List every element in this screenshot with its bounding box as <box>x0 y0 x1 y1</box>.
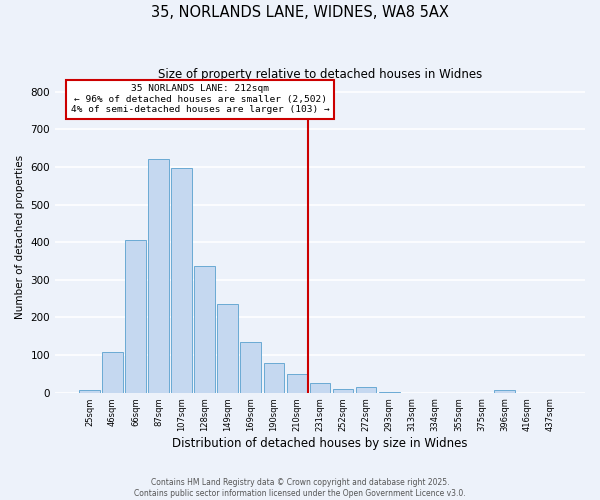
Bar <box>102 352 123 393</box>
Text: Contains HM Land Registry data © Crown copyright and database right 2025.
Contai: Contains HM Land Registry data © Crown c… <box>134 478 466 498</box>
Bar <box>310 384 331 392</box>
Bar <box>148 160 169 392</box>
X-axis label: Distribution of detached houses by size in Widnes: Distribution of detached houses by size … <box>172 437 468 450</box>
Bar <box>356 386 376 392</box>
Text: 35, NORLANDS LANE, WIDNES, WA8 5AX: 35, NORLANDS LANE, WIDNES, WA8 5AX <box>151 5 449 20</box>
Bar <box>494 390 515 392</box>
Bar <box>217 304 238 392</box>
Bar <box>172 168 192 392</box>
Bar <box>125 240 146 392</box>
Bar <box>79 390 100 392</box>
Text: 35 NORLANDS LANE: 212sqm
← 96% of detached houses are smaller (2,502)
4% of semi: 35 NORLANDS LANE: 212sqm ← 96% of detach… <box>71 84 329 114</box>
Bar <box>263 363 284 392</box>
Bar <box>194 266 215 392</box>
Bar <box>332 388 353 392</box>
Y-axis label: Number of detached properties: Number of detached properties <box>15 154 25 318</box>
Title: Size of property relative to detached houses in Widnes: Size of property relative to detached ho… <box>158 68 482 80</box>
Bar <box>287 374 307 392</box>
Bar <box>241 342 261 392</box>
